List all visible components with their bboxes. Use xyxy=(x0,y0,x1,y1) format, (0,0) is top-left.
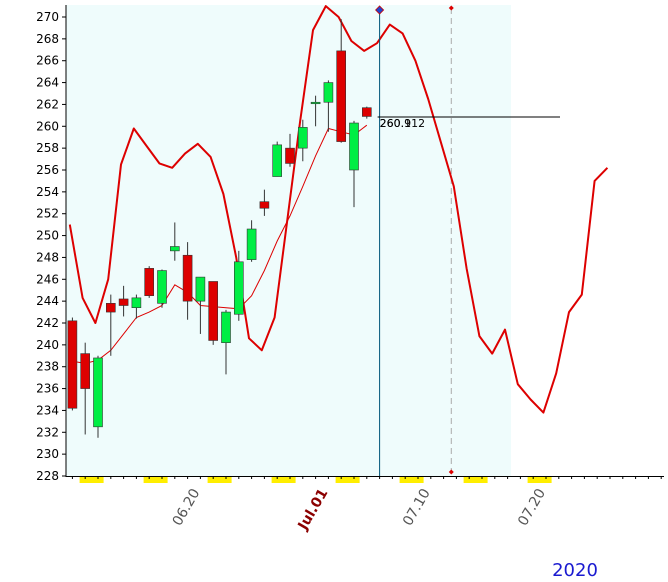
candle-body xyxy=(310,101,321,105)
candle-body xyxy=(93,357,103,428)
y-tick-label: 262 xyxy=(36,97,59,111)
candle-body xyxy=(336,50,347,142)
candle-body xyxy=(170,246,180,252)
y-tick-label: 254 xyxy=(36,185,59,199)
y-tick-label: 268 xyxy=(36,32,59,46)
candle xyxy=(106,294,116,356)
plot-background xyxy=(66,5,511,476)
candle xyxy=(285,133,295,167)
y-tick-label: 250 xyxy=(36,229,59,243)
candle-body xyxy=(323,82,334,103)
candle-body xyxy=(67,320,78,409)
future-marker-bottom xyxy=(448,469,454,475)
weekend-marker xyxy=(207,477,232,483)
candle xyxy=(80,342,90,435)
future-marker-top xyxy=(448,5,454,11)
candle xyxy=(208,281,218,345)
year-label-group: 2020 xyxy=(552,560,598,581)
candle-body xyxy=(106,303,116,313)
candle xyxy=(157,269,167,308)
candle xyxy=(118,285,129,317)
y-tick-label: 256 xyxy=(36,163,59,177)
candle-body xyxy=(208,281,218,341)
candle xyxy=(361,106,372,119)
candle-body xyxy=(361,107,372,117)
y-tick-label: 242 xyxy=(36,316,59,330)
candle-body xyxy=(80,353,90,389)
candle-body xyxy=(157,270,167,304)
candle xyxy=(195,276,206,334)
candle-body xyxy=(131,297,142,309)
candle-body xyxy=(234,261,244,315)
price-label-text: 260.912 xyxy=(380,117,426,130)
candle xyxy=(144,266,154,298)
candle-body xyxy=(221,311,231,343)
y-tick-label: 236 xyxy=(36,382,59,396)
y-tick-label: 240 xyxy=(36,338,59,352)
y-tick-label: 252 xyxy=(36,207,59,221)
cursor xyxy=(375,5,385,476)
weekend-marker xyxy=(463,477,488,483)
y-tick-label: 270 xyxy=(36,10,59,24)
candle xyxy=(221,309,231,375)
cursor-marker xyxy=(375,5,385,15)
y-tick-label: 230 xyxy=(36,447,59,461)
candle xyxy=(297,119,308,162)
y-tick-label: 266 xyxy=(36,54,59,68)
y-tick-label: 248 xyxy=(36,250,59,264)
candle xyxy=(131,294,142,319)
upper-band-line xyxy=(68,5,609,414)
candle xyxy=(170,222,180,261)
y-axis: 228 230 232 234 236 238 240 242 244 246 248 250 252 2… xyxy=(36,5,664,483)
candle-body xyxy=(285,147,295,164)
y-tick-label: 232 xyxy=(36,425,59,439)
candle-body xyxy=(195,276,206,302)
y-tick-label: 246 xyxy=(36,272,59,286)
candles xyxy=(67,19,372,438)
y-tick-label: 238 xyxy=(36,360,59,374)
price-label-text: 260.1 xyxy=(380,117,412,130)
weekend-markers xyxy=(79,477,552,483)
weekend-marker xyxy=(527,477,552,483)
candle-body xyxy=(182,254,193,302)
candle xyxy=(259,189,270,216)
weekend-marker xyxy=(335,477,360,483)
y-tick-label: 260 xyxy=(36,119,59,133)
candle-body xyxy=(118,298,129,306)
candle xyxy=(246,220,257,262)
y-tick-label: 234 xyxy=(36,403,59,417)
future-guide xyxy=(448,5,454,475)
weekend-marker xyxy=(79,477,104,483)
y-tick-label: 228 xyxy=(36,469,59,483)
weekend-marker xyxy=(271,477,296,483)
candle xyxy=(310,95,321,127)
candle-body xyxy=(246,228,257,260)
candle-body xyxy=(349,122,359,171)
candle-body xyxy=(272,144,283,177)
candle xyxy=(323,80,334,132)
year-label: 2020 xyxy=(552,560,598,581)
candle xyxy=(182,242,193,320)
y-tick-label: 264 xyxy=(36,76,59,90)
candle-body xyxy=(259,201,270,209)
candle xyxy=(272,141,283,177)
y-tick-label: 244 xyxy=(36,294,59,308)
y-tick-label: 258 xyxy=(36,141,59,155)
candle-body xyxy=(297,127,308,149)
weekend-marker xyxy=(399,477,424,483)
moving-average-line xyxy=(72,124,368,364)
candle xyxy=(93,355,103,438)
candle xyxy=(336,19,347,143)
upper-band-series xyxy=(68,5,609,414)
candle xyxy=(234,250,244,321)
candle xyxy=(349,120,359,208)
candle xyxy=(67,317,78,411)
candle-body xyxy=(144,268,154,296)
moving-average-series xyxy=(72,124,368,364)
weekend-marker xyxy=(143,477,168,483)
